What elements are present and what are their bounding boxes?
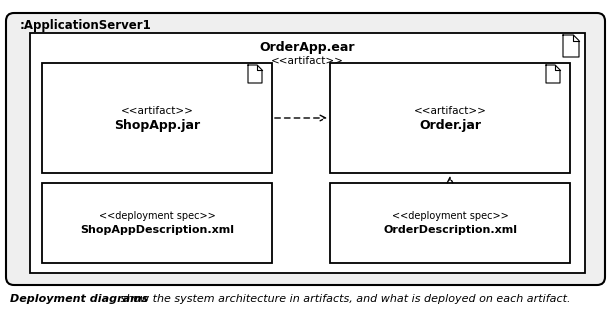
Text: <<artifact>>: <<artifact>> [414, 106, 486, 116]
Text: ShopApp.jar: ShopApp.jar [114, 118, 200, 132]
Text: Deployment diagrams: Deployment diagrams [10, 294, 148, 304]
Polygon shape [546, 65, 560, 83]
Bar [42, 63, 272, 173]
Text: <<deployment spec>>: <<deployment spec>> [98, 211, 215, 221]
Text: <<artifact>>: <<artifact>> [271, 56, 344, 66]
FancyBboxPatch shape [6, 13, 605, 285]
Polygon shape [248, 65, 262, 83]
Polygon shape [563, 35, 579, 57]
Text: Order.jar: Order.jar [419, 118, 481, 132]
Text: ShopAppDescription.xml: ShopAppDescription.xml [80, 225, 234, 235]
Bar [42, 183, 272, 263]
Bar [330, 183, 570, 263]
Text: show the system architecture in artifacts, and what is deployed on each artifact: show the system architecture in artifact… [117, 294, 571, 304]
Bar [330, 63, 570, 173]
Text: <<artifact>>: <<artifact>> [120, 106, 194, 116]
Bar [30, 33, 585, 273]
Text: OrderApp.ear: OrderApp.ear [260, 40, 355, 54]
Text: <<deployment spec>>: <<deployment spec>> [392, 211, 508, 221]
Text: OrderDescription.xml: OrderDescription.xml [383, 225, 517, 235]
Text: :ApplicationServer1: :ApplicationServer1 [20, 19, 152, 31]
